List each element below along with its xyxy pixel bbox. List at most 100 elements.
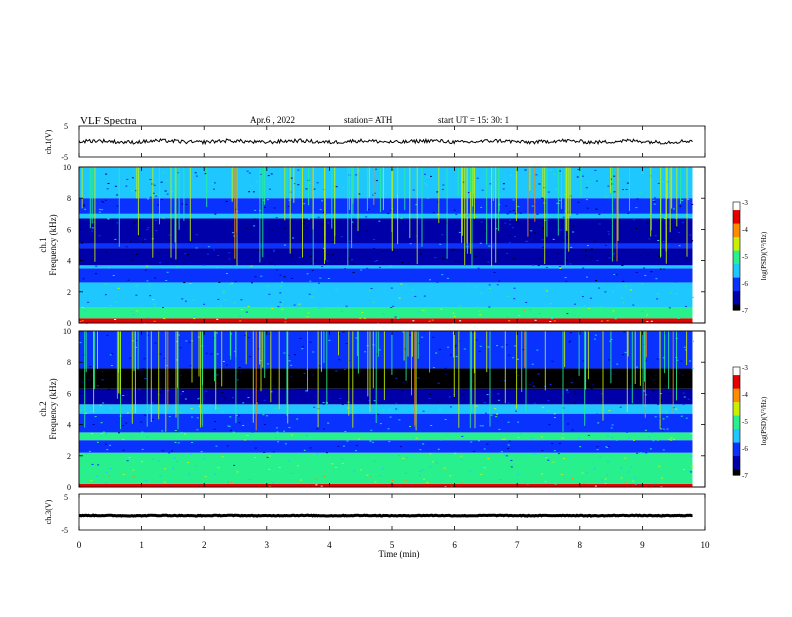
spectrogram-speckle xyxy=(462,379,465,381)
spectrogram-speckle xyxy=(632,480,635,482)
spectrogram-speckle xyxy=(514,371,517,373)
spectrogram-speckle xyxy=(437,201,440,203)
spectrogram-speckle xyxy=(199,406,201,407)
spectrogram-speckle xyxy=(168,452,171,454)
spectrogram-speckle xyxy=(288,199,291,201)
spectrogram-band xyxy=(79,218,693,244)
spectrogram-speckle xyxy=(548,424,551,426)
spectrogram-speckle xyxy=(451,387,454,389)
spectrogram-speckle xyxy=(163,357,166,359)
spectrogram-speckle xyxy=(596,413,599,415)
spectrogram-speckle xyxy=(573,402,576,404)
spectrogram-speckle xyxy=(513,298,516,300)
colorbar-segment xyxy=(733,239,740,244)
spectrogram-speckle xyxy=(465,230,468,231)
spectrogram-sferic xyxy=(495,167,497,263)
spectrogram-speckle xyxy=(569,263,572,265)
spectrogram-speckle xyxy=(483,402,486,403)
spectrogram-sferic xyxy=(323,331,325,363)
spectrogram-speckle xyxy=(509,219,511,221)
ch1-spec-ylabel-line1: ch.1 xyxy=(38,237,48,252)
spectrogram-speckle xyxy=(598,287,601,289)
spectrogram-sferic xyxy=(170,167,172,258)
spectrogram-sferic xyxy=(672,331,674,414)
spectrogram-speckle xyxy=(98,235,101,237)
spectrogram-sferic xyxy=(366,167,368,211)
spectrogram-speckle xyxy=(431,319,434,321)
spectrogram-speckle xyxy=(472,255,475,256)
spectrogram-speckle xyxy=(505,455,508,457)
spectrogram-band xyxy=(79,452,693,475)
x-tick-label: 4 xyxy=(327,540,332,550)
spectrogram-speckle xyxy=(127,279,130,281)
spectrogram-speckle xyxy=(125,422,128,424)
spectrogram-speckle xyxy=(303,372,306,374)
spectrogram-speckle xyxy=(181,298,184,300)
spectrogram-speckle xyxy=(103,448,106,450)
spectrogram-speckle xyxy=(355,337,358,339)
spectrogram-sferic xyxy=(260,331,262,392)
spectrogram-speckle xyxy=(497,302,500,304)
spectrogram-sferic xyxy=(668,331,670,389)
spectrogram-speckle xyxy=(231,282,233,284)
spectrogram-speckle xyxy=(108,267,111,269)
spectrogram-speckle xyxy=(133,201,135,203)
spectrogram-speckle xyxy=(155,230,158,232)
spectrogram-speckle xyxy=(400,472,403,474)
spectrogram-speckle xyxy=(159,391,162,393)
spectrogram-speckle xyxy=(530,296,533,298)
spectrogram-speckle xyxy=(252,191,255,193)
spectrogram-speckle xyxy=(153,339,156,341)
spectrogram-speckle xyxy=(397,318,400,319)
spectrogram-sferic xyxy=(368,167,370,198)
spectrogram-speckle xyxy=(594,334,597,336)
spectrogram-speckle xyxy=(106,334,109,336)
spectrogram-speckle xyxy=(335,186,338,188)
spectrogram-speckle xyxy=(252,468,255,470)
colorbar-tick-label: -4 xyxy=(742,391,748,399)
spectrogram-speckle xyxy=(342,186,345,188)
spectrogram-speckle xyxy=(586,410,589,412)
spectrogram-speckle xyxy=(606,300,609,302)
spectrogram-speckle xyxy=(180,412,183,414)
spectrogram-speckle xyxy=(290,177,293,179)
spectrogram-speckle xyxy=(151,231,153,233)
spectrogram-speckle xyxy=(428,397,431,399)
colorbar-segment xyxy=(733,423,740,427)
spectrogram-speckle xyxy=(424,183,426,185)
spectrogram-sferic xyxy=(262,167,264,258)
spectrogram-speckle xyxy=(95,170,98,172)
spectrogram-sferic xyxy=(580,167,582,198)
spectrogram-speckle xyxy=(217,467,220,469)
spectrogram-speckle xyxy=(666,225,669,227)
spectrogram-ytick-label: 10 xyxy=(63,163,71,172)
spectrogram-speckle xyxy=(250,185,252,187)
spectrogram-speckle xyxy=(158,265,161,267)
colorbar-segment xyxy=(733,380,740,384)
spectrogram-speckle xyxy=(471,380,474,382)
spectrogram-speckle xyxy=(142,367,145,369)
colorbar-tick-label: -7 xyxy=(742,472,748,480)
spectrogram-speckle xyxy=(572,225,575,227)
spectrogram-speckle xyxy=(612,405,615,407)
spectrogram-speckle xyxy=(144,378,147,380)
spectrogram-speckle xyxy=(533,453,536,455)
spectrogram-speckle xyxy=(606,447,609,448)
colorbar-segment xyxy=(733,229,740,233)
spectrogram-sferic xyxy=(611,167,613,262)
spectrogram-speckle xyxy=(613,274,616,275)
spectrogram-speckle xyxy=(445,373,448,375)
spectrogram-speckle xyxy=(384,223,387,225)
spectrogram-speckle xyxy=(80,338,83,340)
colorbar-segment xyxy=(733,456,740,460)
spectrogram-speckle xyxy=(283,430,286,432)
spectrogram-speckle xyxy=(594,169,597,171)
spectrogram-sferic xyxy=(565,167,567,231)
spectrogram-speckle xyxy=(303,449,306,451)
spectrogram-speckle xyxy=(565,482,568,484)
spectrogram-speckle xyxy=(462,181,465,183)
spectrogram-speckle xyxy=(107,183,110,184)
spectrogram-speckle xyxy=(526,240,529,242)
spectrogram-speckle xyxy=(633,439,635,441)
spectrogram-sferic xyxy=(650,167,652,231)
